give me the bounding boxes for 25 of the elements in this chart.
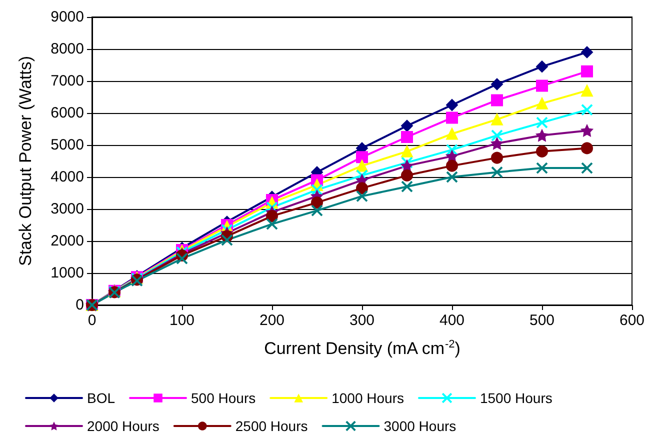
legend-label: 500 Hours: [191, 390, 256, 406]
legend-label: 3000 Hours: [384, 418, 456, 434]
x-tick-label: 100: [169, 312, 195, 329]
legend-label: BOL: [87, 390, 116, 406]
y-tick-label: 2000: [50, 232, 84, 250]
legend-label: 1500 Hours: [480, 390, 552, 406]
y-tick-label: 3000: [50, 200, 84, 218]
y-tick-label: 8000: [50, 40, 84, 58]
y-axis-title: Stack Output Power (Watts): [16, 56, 35, 266]
y-tick-label: 5000: [50, 136, 84, 154]
y-tick-label: 7000: [50, 72, 84, 90]
x-tick-label: 300: [349, 312, 375, 329]
x-tick-label: 500: [529, 312, 555, 329]
y-tick-label: 4000: [50, 168, 84, 186]
x-tick-label: 600: [619, 312, 645, 329]
x-tick-label: 400: [439, 312, 465, 329]
y-tick-label: 1000: [50, 264, 84, 282]
x-tick-label: 200: [259, 312, 285, 329]
legend-label: 2000 Hours: [87, 418, 160, 434]
legend-label: 1000 Hours: [332, 390, 404, 406]
legend-label: 2500 Hours: [235, 418, 308, 434]
y-tick-label: 9000: [50, 8, 84, 26]
x-tick-label: 0: [88, 312, 96, 329]
y-tick-label: 0: [76, 296, 84, 314]
y-tick-label: 6000: [50, 104, 84, 122]
